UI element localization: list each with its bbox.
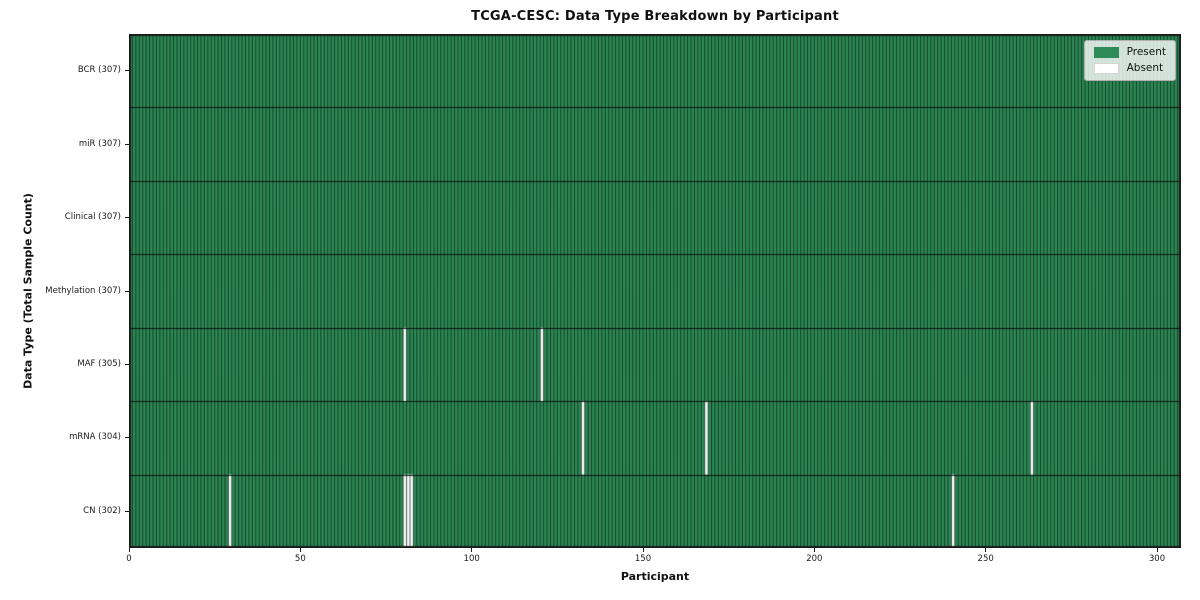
x-tick-label: 0	[126, 554, 132, 564]
x-tick-mark	[813, 548, 815, 552]
legend: Present Absent	[1083, 40, 1176, 81]
x-axis-title: Participant	[620, 570, 690, 583]
y-tick-mark	[125, 217, 129, 219]
y-tick-mark	[125, 363, 129, 365]
x-tick-mark	[471, 548, 473, 552]
y-tick-label: Clinical (307)	[64, 212, 121, 223]
x-tick-mark	[128, 548, 130, 552]
y-tick-mark	[125, 290, 129, 292]
x-tick-mark	[985, 548, 987, 552]
heatmap-canvas	[129, 34, 1181, 548]
x-tick-mark	[1156, 548, 1158, 552]
legend-present-swatch	[1093, 47, 1119, 58]
y-tick-label: CN (302)	[83, 505, 121, 516]
x-tick-label: 200	[806, 554, 823, 564]
y-tick-mark	[125, 143, 129, 145]
y-tick-label: mRNA (304)	[69, 432, 121, 443]
x-tick-label: 250	[977, 554, 994, 564]
y-tick-mark	[125, 510, 129, 512]
y-tick-label: Methylation (307)	[45, 285, 121, 296]
legend-item-present: Present	[1093, 46, 1166, 58]
y-tick-mark	[125, 437, 129, 439]
legend-absent-label: Absent	[1126, 62, 1164, 74]
legend-item-absent: Absent	[1093, 62, 1166, 74]
y-tick-mark	[125, 70, 129, 72]
x-tick-mark	[299, 548, 301, 552]
x-tick-mark	[642, 548, 644, 552]
x-tick-label: 100	[463, 554, 480, 564]
chart-title: TCGA-CESC: Data Type Breakdown by Partic…	[471, 9, 839, 24]
y-tick-label: BCR (307)	[77, 65, 121, 76]
legend-absent-swatch	[1093, 63, 1119, 74]
x-tick-label: 150	[634, 554, 652, 564]
x-tick-label: 300	[1148, 554, 1166, 564]
legend-present-label: Present	[1126, 46, 1166, 58]
y-tick-label: MAF (305)	[77, 358, 121, 369]
y-tick-label: miR (307)	[78, 138, 121, 149]
plot-area: Present Absent	[129, 34, 1181, 548]
x-tick-label: 50	[294, 554, 306, 564]
